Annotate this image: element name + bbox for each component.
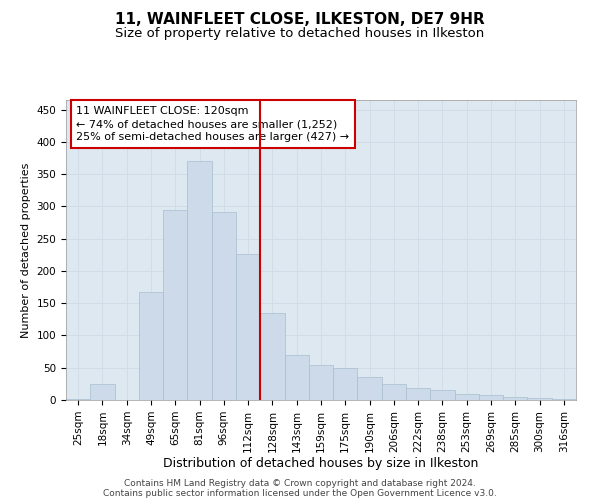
Bar: [479, 396, 503, 400]
Bar: [187, 162, 212, 400]
Bar: [139, 292, 163, 400]
Y-axis label: Number of detached properties: Number of detached properties: [21, 162, 31, 338]
Bar: [90, 384, 115, 400]
Bar: [455, 394, 479, 400]
Bar: [382, 384, 406, 400]
Bar: [503, 398, 527, 400]
Text: Contains HM Land Registry data © Crown copyright and database right 2024.: Contains HM Land Registry data © Crown c…: [124, 478, 476, 488]
Bar: [406, 388, 430, 400]
Bar: [333, 368, 358, 400]
Bar: [260, 313, 284, 400]
Text: Size of property relative to detached houses in Ilkeston: Size of property relative to detached ho…: [115, 28, 485, 40]
X-axis label: Distribution of detached houses by size in Ilkeston: Distribution of detached houses by size …: [163, 458, 479, 470]
Bar: [66, 398, 90, 400]
Bar: [430, 390, 455, 400]
Bar: [309, 364, 333, 400]
Bar: [552, 398, 576, 400]
Bar: [358, 378, 382, 400]
Bar: [527, 398, 552, 400]
Text: 11 WAINFLEET CLOSE: 120sqm
← 74% of detached houses are smaller (1,252)
25% of s: 11 WAINFLEET CLOSE: 120sqm ← 74% of deta…: [76, 106, 349, 142]
Text: Contains public sector information licensed under the Open Government Licence v3: Contains public sector information licen…: [103, 488, 497, 498]
Bar: [284, 355, 309, 400]
Bar: [236, 254, 260, 400]
Bar: [212, 212, 236, 400]
Text: 11, WAINFLEET CLOSE, ILKESTON, DE7 9HR: 11, WAINFLEET CLOSE, ILKESTON, DE7 9HR: [115, 12, 485, 28]
Bar: [163, 210, 187, 400]
